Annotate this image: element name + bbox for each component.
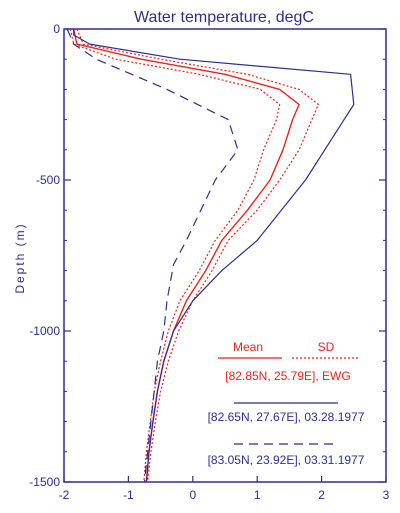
x-tick-label: -2	[59, 488, 70, 502]
chart-title: Water temperature, degC	[134, 9, 314, 26]
series-line-dotted-red-1	[76, 28, 319, 483]
x-tick-label: 1	[254, 488, 261, 502]
series-layer	[66, 28, 355, 483]
series-line-dashed-blue-4	[66, 28, 239, 483]
y-axis-label: Depth (m)	[13, 222, 27, 293]
plot-frame	[63, 28, 387, 483]
legend: Mean SD [82.85N, 25.79E], EWG [82.65N, 2…	[208, 340, 365, 467]
legend-obs1-label: [82.65N, 27.67E], 03.28.1977	[208, 410, 365, 424]
x-tick-label: 2	[318, 488, 325, 502]
x-tick-label: 3	[383, 488, 390, 502]
series-line-solid-blue-3	[73, 29, 355, 483]
x-tick-label: 0	[189, 488, 196, 502]
axis-ticks: -2 -1 0 1 2 3 0 -500 -1000 -1500	[29, 22, 389, 502]
legend-sd-label: SD	[318, 340, 335, 354]
legend-obs2-label: [83.05N, 23.92E], 03.31.1977	[208, 453, 365, 467]
y-tick-label: -1000	[29, 324, 60, 338]
legend-climatology-label: [82.85N, 25.79E], EWG	[225, 369, 350, 383]
x-tick-label: -1	[123, 488, 134, 502]
y-tick-label: -500	[36, 173, 60, 187]
y-tick-label: -1500	[29, 475, 60, 489]
y-tick-label: 0	[53, 22, 60, 36]
legend-mean-label: Mean	[233, 340, 263, 354]
